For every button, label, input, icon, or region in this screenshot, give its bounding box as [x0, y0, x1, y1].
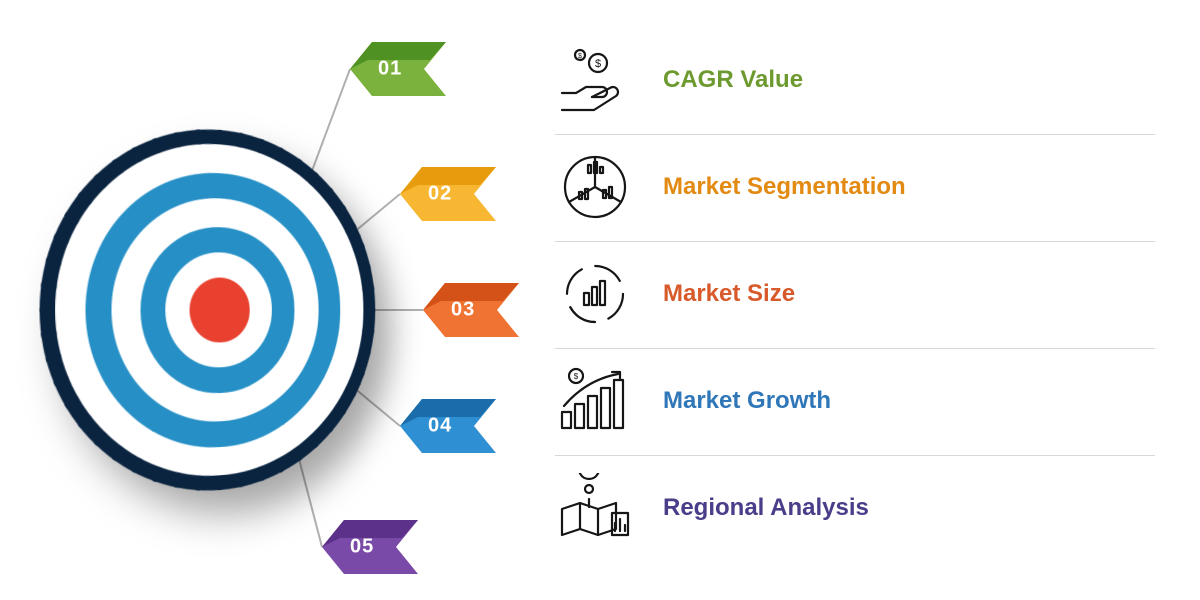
map-pin-icon — [555, 472, 635, 544]
row-cagr: $ $ CAGR Value — [555, 28, 1155, 135]
donut-bars-icon — [555, 258, 635, 330]
pie-segments-icon — [555, 151, 635, 223]
row-segmentation: Market Segmentation — [555, 135, 1155, 242]
row-label: Regional Analysis — [663, 494, 869, 522]
marker-number: 05 — [350, 536, 374, 559]
row-regional: Regional Analysis — [555, 456, 1155, 562]
marker-05: 05 — [322, 520, 418, 574]
svg-text:$: $ — [578, 53, 582, 60]
marker-04: 04 — [400, 399, 496, 453]
marker-number: 02 — [428, 183, 452, 206]
marker-number: 03 — [451, 299, 475, 322]
row-growth: $ Market Growth — [555, 349, 1155, 456]
marker-number: 04 — [428, 415, 452, 438]
marker-03: 03 — [423, 283, 519, 337]
marker-01: 01 — [350, 42, 446, 96]
row-label: CAGR Value — [663, 66, 803, 94]
row-label: Market Growth — [663, 387, 831, 415]
growth-bars-icon: $ — [555, 365, 635, 437]
dartboard-target — [40, 130, 400, 490]
row-label: Market Size — [663, 280, 795, 308]
hand-coins-icon: $ $ — [555, 44, 635, 116]
svg-text:$: $ — [595, 58, 601, 70]
infographic-canvas: 01 02 03 04 05 $ $ CAGR Va — [0, 0, 1200, 600]
svg-text:$: $ — [574, 372, 579, 381]
row-size: Market Size — [555, 242, 1155, 349]
row-label: Market Segmentation — [663, 173, 906, 201]
marker-number: 01 — [378, 58, 402, 81]
marker-02: 02 — [400, 167, 496, 221]
item-list: $ $ CAGR Value — [555, 28, 1155, 562]
